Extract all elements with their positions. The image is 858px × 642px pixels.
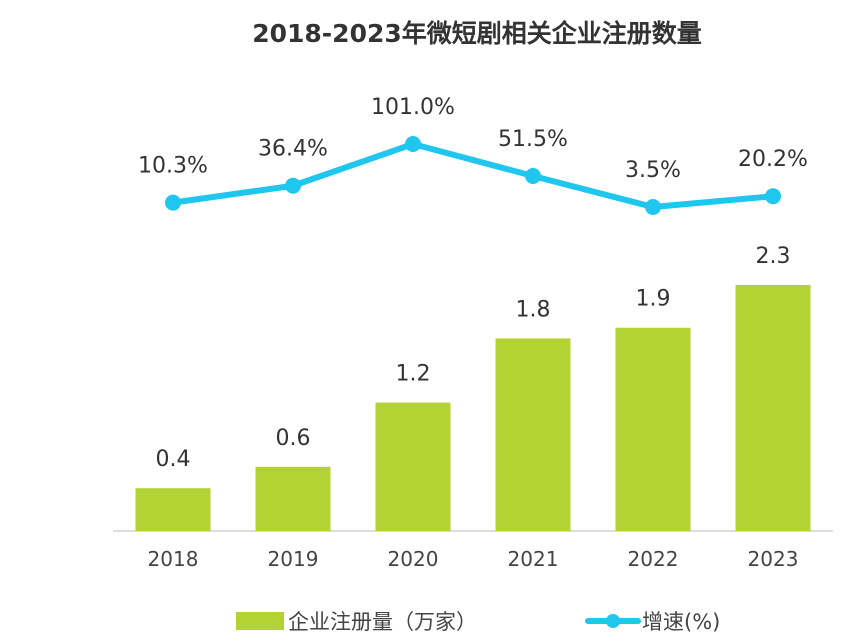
growth-point xyxy=(525,167,541,184)
x-tick-label: 2020 xyxy=(388,547,439,571)
bar xyxy=(375,402,451,531)
legend-bar-swatch xyxy=(236,612,284,630)
bar-data-label: 0.4 xyxy=(156,447,191,472)
bar xyxy=(255,466,331,531)
legend-bar-label: 企业注册量（万家） xyxy=(288,610,477,634)
growth-point xyxy=(765,188,781,205)
bar xyxy=(495,338,571,531)
x-tick-label: 2019 xyxy=(268,547,319,571)
legend-line-marker xyxy=(606,614,620,628)
bar-data-label: 1.9 xyxy=(636,287,671,312)
growth-data-label: 36.4% xyxy=(258,137,328,162)
bar-data-label: 2.3 xyxy=(756,244,791,269)
x-tick-label: 2021 xyxy=(508,547,559,571)
growth-data-label: 20.2% xyxy=(738,147,808,172)
chart-title: 2018-2023年微短剧相关企业注册数量 xyxy=(252,19,702,48)
growth-data-label: 51.5% xyxy=(498,127,568,152)
x-tick-label: 2022 xyxy=(628,547,679,571)
growth-data-label: 10.3% xyxy=(138,154,208,179)
growth-data-label: 3.5% xyxy=(625,158,681,183)
x-tick-label: 2023 xyxy=(748,547,799,571)
growth-data-label: 101.0% xyxy=(371,95,455,120)
bar-data-label: 1.8 xyxy=(516,297,551,322)
legend: 企业注册量（万家） 增速(%) xyxy=(236,610,720,634)
growth-point xyxy=(405,136,421,153)
growth-point xyxy=(165,194,181,211)
growth-point xyxy=(285,177,301,194)
bar-data-label: 0.6 xyxy=(276,426,311,451)
growth-line xyxy=(172,141,774,210)
x-tick-label: 2018 xyxy=(148,547,199,571)
bar-data-label: 1.2 xyxy=(396,362,431,387)
bar xyxy=(135,488,211,531)
legend-line-label: 增速(%) xyxy=(642,610,720,634)
bar xyxy=(615,327,691,531)
bar xyxy=(735,284,811,531)
growth-point xyxy=(645,199,661,215)
